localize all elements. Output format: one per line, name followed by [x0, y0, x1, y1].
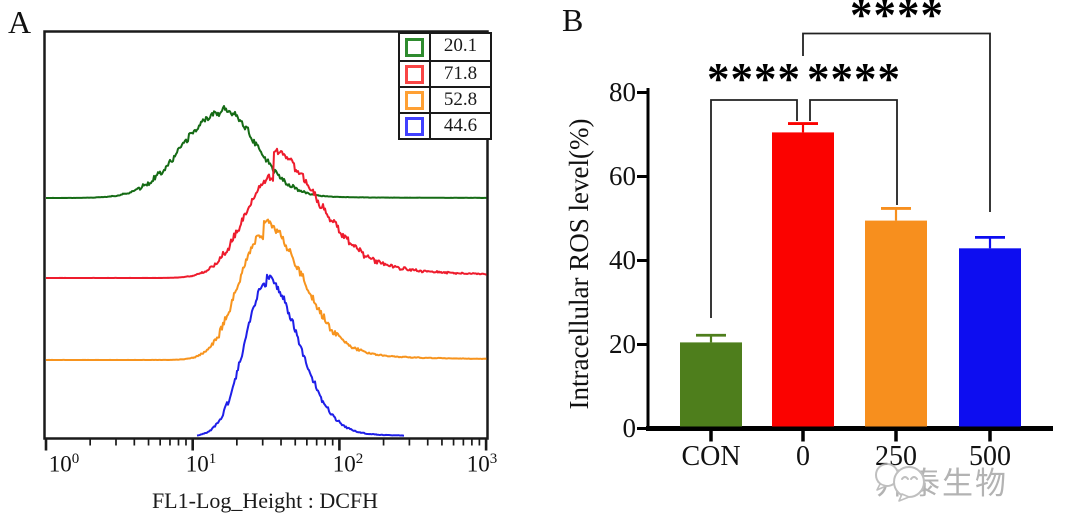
- significance-bracket-CON-vs-0: [710, 99, 798, 318]
- histogram-trace-500: [196, 273, 404, 437]
- y-tick-label-80: 80: [609, 77, 636, 107]
- panel-a-label: A: [8, 4, 32, 40]
- legend-swatch-green-icon: [405, 37, 424, 57]
- x-axis-ticks: [709, 431, 992, 442]
- legend-value: 44.6: [443, 115, 478, 136]
- legend-row-con: 20.1: [400, 34, 490, 60]
- watermark: 开泰生物: [872, 458, 1008, 503]
- significance-label-0-vs-500: ****: [850, 0, 944, 40]
- x-tick-label-100: 102: [332, 451, 364, 477]
- y-tick-label-20: 20: [609, 329, 636, 359]
- legend-swatch-blue-icon: [405, 116, 424, 136]
- legend-row-500: 44.6: [400, 112, 490, 138]
- legend-swatch-cell: [400, 62, 431, 86]
- x-tick-label-10: 101: [185, 451, 217, 477]
- bar-CON: [680, 342, 742, 427]
- y-tick-label-40: 40: [609, 245, 636, 275]
- bar-0: [772, 132, 834, 427]
- flow-legend: 20.1 71.8 52.8 44.6: [398, 32, 492, 140]
- category-label-con: CON: [681, 441, 741, 472]
- legend-row-250: 52.8: [400, 86, 490, 112]
- legend-row-0: 71.8: [400, 60, 490, 86]
- histogram-trace-CON: [46, 105, 487, 199]
- y-tick-label-0: 0: [622, 413, 637, 443]
- significance-bracket-0-vs-250: [809, 99, 898, 205]
- legend-value: 52.8: [443, 89, 478, 110]
- panel-b-label: B: [562, 2, 584, 38]
- legend-swatch-cell: [400, 88, 431, 112]
- significance-label-0-vs-250: ****: [807, 54, 901, 104]
- y-axis-ticks: [637, 91, 648, 430]
- category-label-0: 0: [796, 441, 810, 472]
- y-tick-label-60: 60: [609, 161, 636, 191]
- legend-value: 71.8: [443, 63, 478, 84]
- legend-value: 20.1: [443, 35, 478, 56]
- significance-label-con-vs-0: ****: [707, 54, 801, 104]
- category-label-500: 500: [969, 441, 1011, 472]
- legend-swatch-cell: [400, 34, 431, 60]
- bar-chart-canvas: [637, 32, 1053, 442]
- panel-b-ros-bar-chart: B Intracellular ROS level(%) 0 20 40 60 …: [540, 0, 1080, 529]
- histogram-trace-250: [46, 218, 487, 361]
- legend-swatch-red-icon: [405, 64, 424, 84]
- x-axis-title: FL1-Log_Height : DCFH: [151, 488, 379, 513]
- bar-500: [959, 248, 1021, 427]
- legend-swatch-orange-icon: [405, 90, 424, 110]
- x-axis-ticks: [44, 439, 488, 451]
- x-tick-label-1: 100: [48, 451, 80, 477]
- legend-swatch-cell: [400, 114, 431, 138]
- wechat-bubbles-icon: [875, 463, 925, 502]
- panel-a-flow-histogram: A 20.1 71.8 52.8: [8, 4, 498, 513]
- bar-250: [865, 220, 927, 427]
- significance-bracket-0-vs-500: [802, 32, 991, 212]
- x-tick-label-1000: 103: [466, 451, 498, 477]
- histogram-trace-0: [46, 147, 487, 279]
